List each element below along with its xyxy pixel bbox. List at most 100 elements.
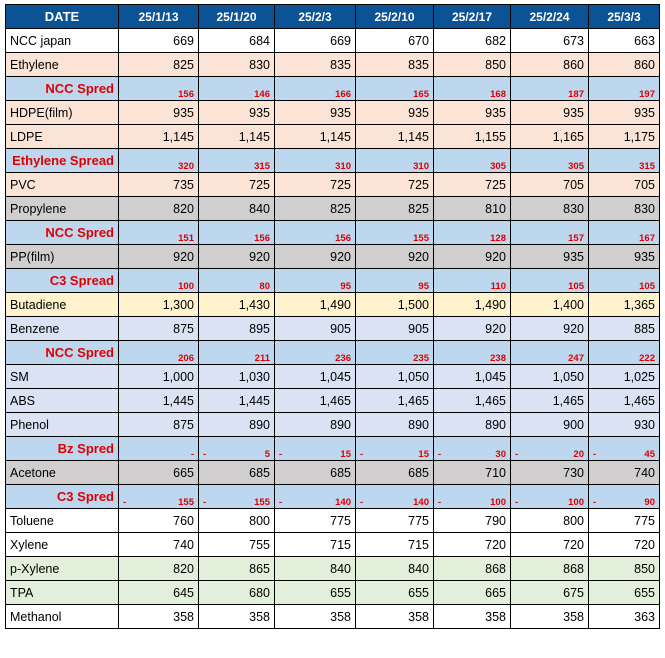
row-value-cell: 1,400 <box>510 292 589 317</box>
row-value-cell: 885 <box>588 316 660 341</box>
header-cell-date-6: 25/2/24 <box>510 4 589 29</box>
cell-value: 358 <box>485 609 506 624</box>
row-value-cell: - 15 <box>355 436 434 461</box>
cell-value: 830 <box>249 57 270 72</box>
cell-value: 669 <box>330 33 351 48</box>
row-value-cell: 665 <box>118 460 199 485</box>
row-value-cell: 1,000 <box>118 364 199 389</box>
row-value-cell: 890 <box>355 412 434 437</box>
cell-value: 1,025 <box>623 369 655 384</box>
row-value-cell: 890 <box>198 412 275 437</box>
cell-value: 655 <box>634 585 655 600</box>
cell-value: 920 <box>563 321 584 336</box>
cell-value: 890 <box>485 417 506 432</box>
cell-value: 155 <box>413 233 429 244</box>
row-value-cell: 1,165 <box>510 124 589 149</box>
table-row: Benzene 875 895 905 905 920 920 885 <box>5 316 660 341</box>
cell-value: 358 <box>330 609 351 624</box>
cell-value: 920 <box>330 249 351 264</box>
cell-value: 935 <box>634 249 655 264</box>
cell-value: 363 <box>634 609 655 624</box>
cell-value: 358 <box>173 609 194 624</box>
row-value-cell: 675 <box>510 580 589 605</box>
row-value-cell: 1,465 <box>433 388 511 413</box>
row-value-cell: 358 <box>355 604 434 629</box>
table-row: Xylene 740 755 715 715 720 720 720 <box>5 532 660 557</box>
row-value-cell: 840 <box>355 556 434 581</box>
cell-value: 165 <box>413 89 429 100</box>
cell-value: 156 <box>254 233 270 244</box>
cell-value: 710 <box>485 465 506 480</box>
row-label: Benzene <box>5 316 119 341</box>
header-row: DATE 25/1/13 25/1/20 25/2/3 25/2/10 25/2… <box>5 4 660 29</box>
row-value-cell: 720 <box>510 532 589 557</box>
cell-value: 1,490 <box>319 297 351 312</box>
cell-value: 685 <box>408 465 429 480</box>
cell-value: 790 <box>485 513 506 528</box>
row-value-cell: 197 <box>588 76 660 101</box>
petrochemical-price-table: DATE 25/1/13 25/1/20 25/2/3 25/2/10 25/2… <box>5 4 660 629</box>
row-value-cell: 665 <box>433 580 511 605</box>
header-cell-date-2: 25/1/20 <box>198 4 275 29</box>
row-label: NCC japan <box>5 28 119 53</box>
table-row: Phenol 875 890 890 890 890 900 930 <box>5 412 660 437</box>
row-value-cell: 760 <box>118 508 199 533</box>
row-value-cell: 905 <box>355 316 434 341</box>
row-value-cell: 840 <box>274 556 356 581</box>
row-value-cell: - 20 <box>510 436 589 461</box>
cell-value: 1,430 <box>238 297 270 312</box>
row-value-cell: 100 <box>118 268 199 293</box>
cell-value: 315 <box>254 161 270 172</box>
row-value-cell: 128 <box>433 220 511 245</box>
negative-sign: - <box>279 449 283 460</box>
cell-value: 1,465 <box>623 393 655 408</box>
row-value-cell: 669 <box>118 28 199 53</box>
spread-row: C3 Spred -155-155-140-140-100-100-90 <box>5 484 660 509</box>
cell-value: 669 <box>173 33 194 48</box>
row-value-cell: 905 <box>274 316 356 341</box>
row-label: Ethylene Spread <box>5 148 119 173</box>
cell-value: 105 <box>639 281 655 292</box>
row-value-cell: 1,490 <box>433 292 511 317</box>
row-value-cell: 850 <box>433 52 511 77</box>
cell-value: 890 <box>249 417 270 432</box>
row-value-cell: 715 <box>274 532 356 557</box>
cell-value: 920 <box>485 249 506 264</box>
negative-sign: - <box>438 449 442 460</box>
row-value-cell: 725 <box>433 172 511 197</box>
row-value-cell: 235 <box>355 340 434 365</box>
row-value-cell: 800 <box>510 508 589 533</box>
row-value-cell: 715 <box>355 532 434 557</box>
cell-value: 358 <box>563 609 584 624</box>
cell-value: 1,465 <box>474 393 506 408</box>
cell-value: 90 <box>644 497 655 508</box>
cell-value: 725 <box>485 177 506 192</box>
spread-row: NCC Spred 156 146 166 165 168 187 197 <box>5 76 660 101</box>
row-label: PP(film) <box>5 244 119 269</box>
row-value-cell: 1,030 <box>198 364 275 389</box>
row-label: NCC Spred <box>5 220 119 245</box>
cell-value: 685 <box>330 465 351 480</box>
cell-value: 665 <box>173 465 194 480</box>
header-cell-date: DATE <box>5 4 119 29</box>
row-value-cell: 363 <box>588 604 660 629</box>
cell-value: 830 <box>634 201 655 216</box>
row-value-cell: 935 <box>588 244 660 269</box>
row-value-cell: 775 <box>274 508 356 533</box>
cell-value: 655 <box>408 585 429 600</box>
negative-sign: - <box>279 497 283 508</box>
header-cell-date-1: 25/1/13 <box>118 4 199 29</box>
cell-value: 725 <box>408 177 429 192</box>
row-value-cell: 790 <box>433 508 511 533</box>
cell-value: 868 <box>563 561 584 576</box>
row-value-cell: 930 <box>588 412 660 437</box>
cell-value: 775 <box>634 513 655 528</box>
row-value-cell: 755 <box>198 532 275 557</box>
cell-value: 1,445 <box>238 393 270 408</box>
row-value-cell: 1,445 <box>118 388 199 413</box>
cell-value: 167 <box>639 233 655 244</box>
row-label: Bz Spred <box>5 436 119 461</box>
row-label: Butadiene <box>5 292 119 317</box>
row-value-cell: 920 <box>355 244 434 269</box>
row-value-cell: 935 <box>198 100 275 125</box>
